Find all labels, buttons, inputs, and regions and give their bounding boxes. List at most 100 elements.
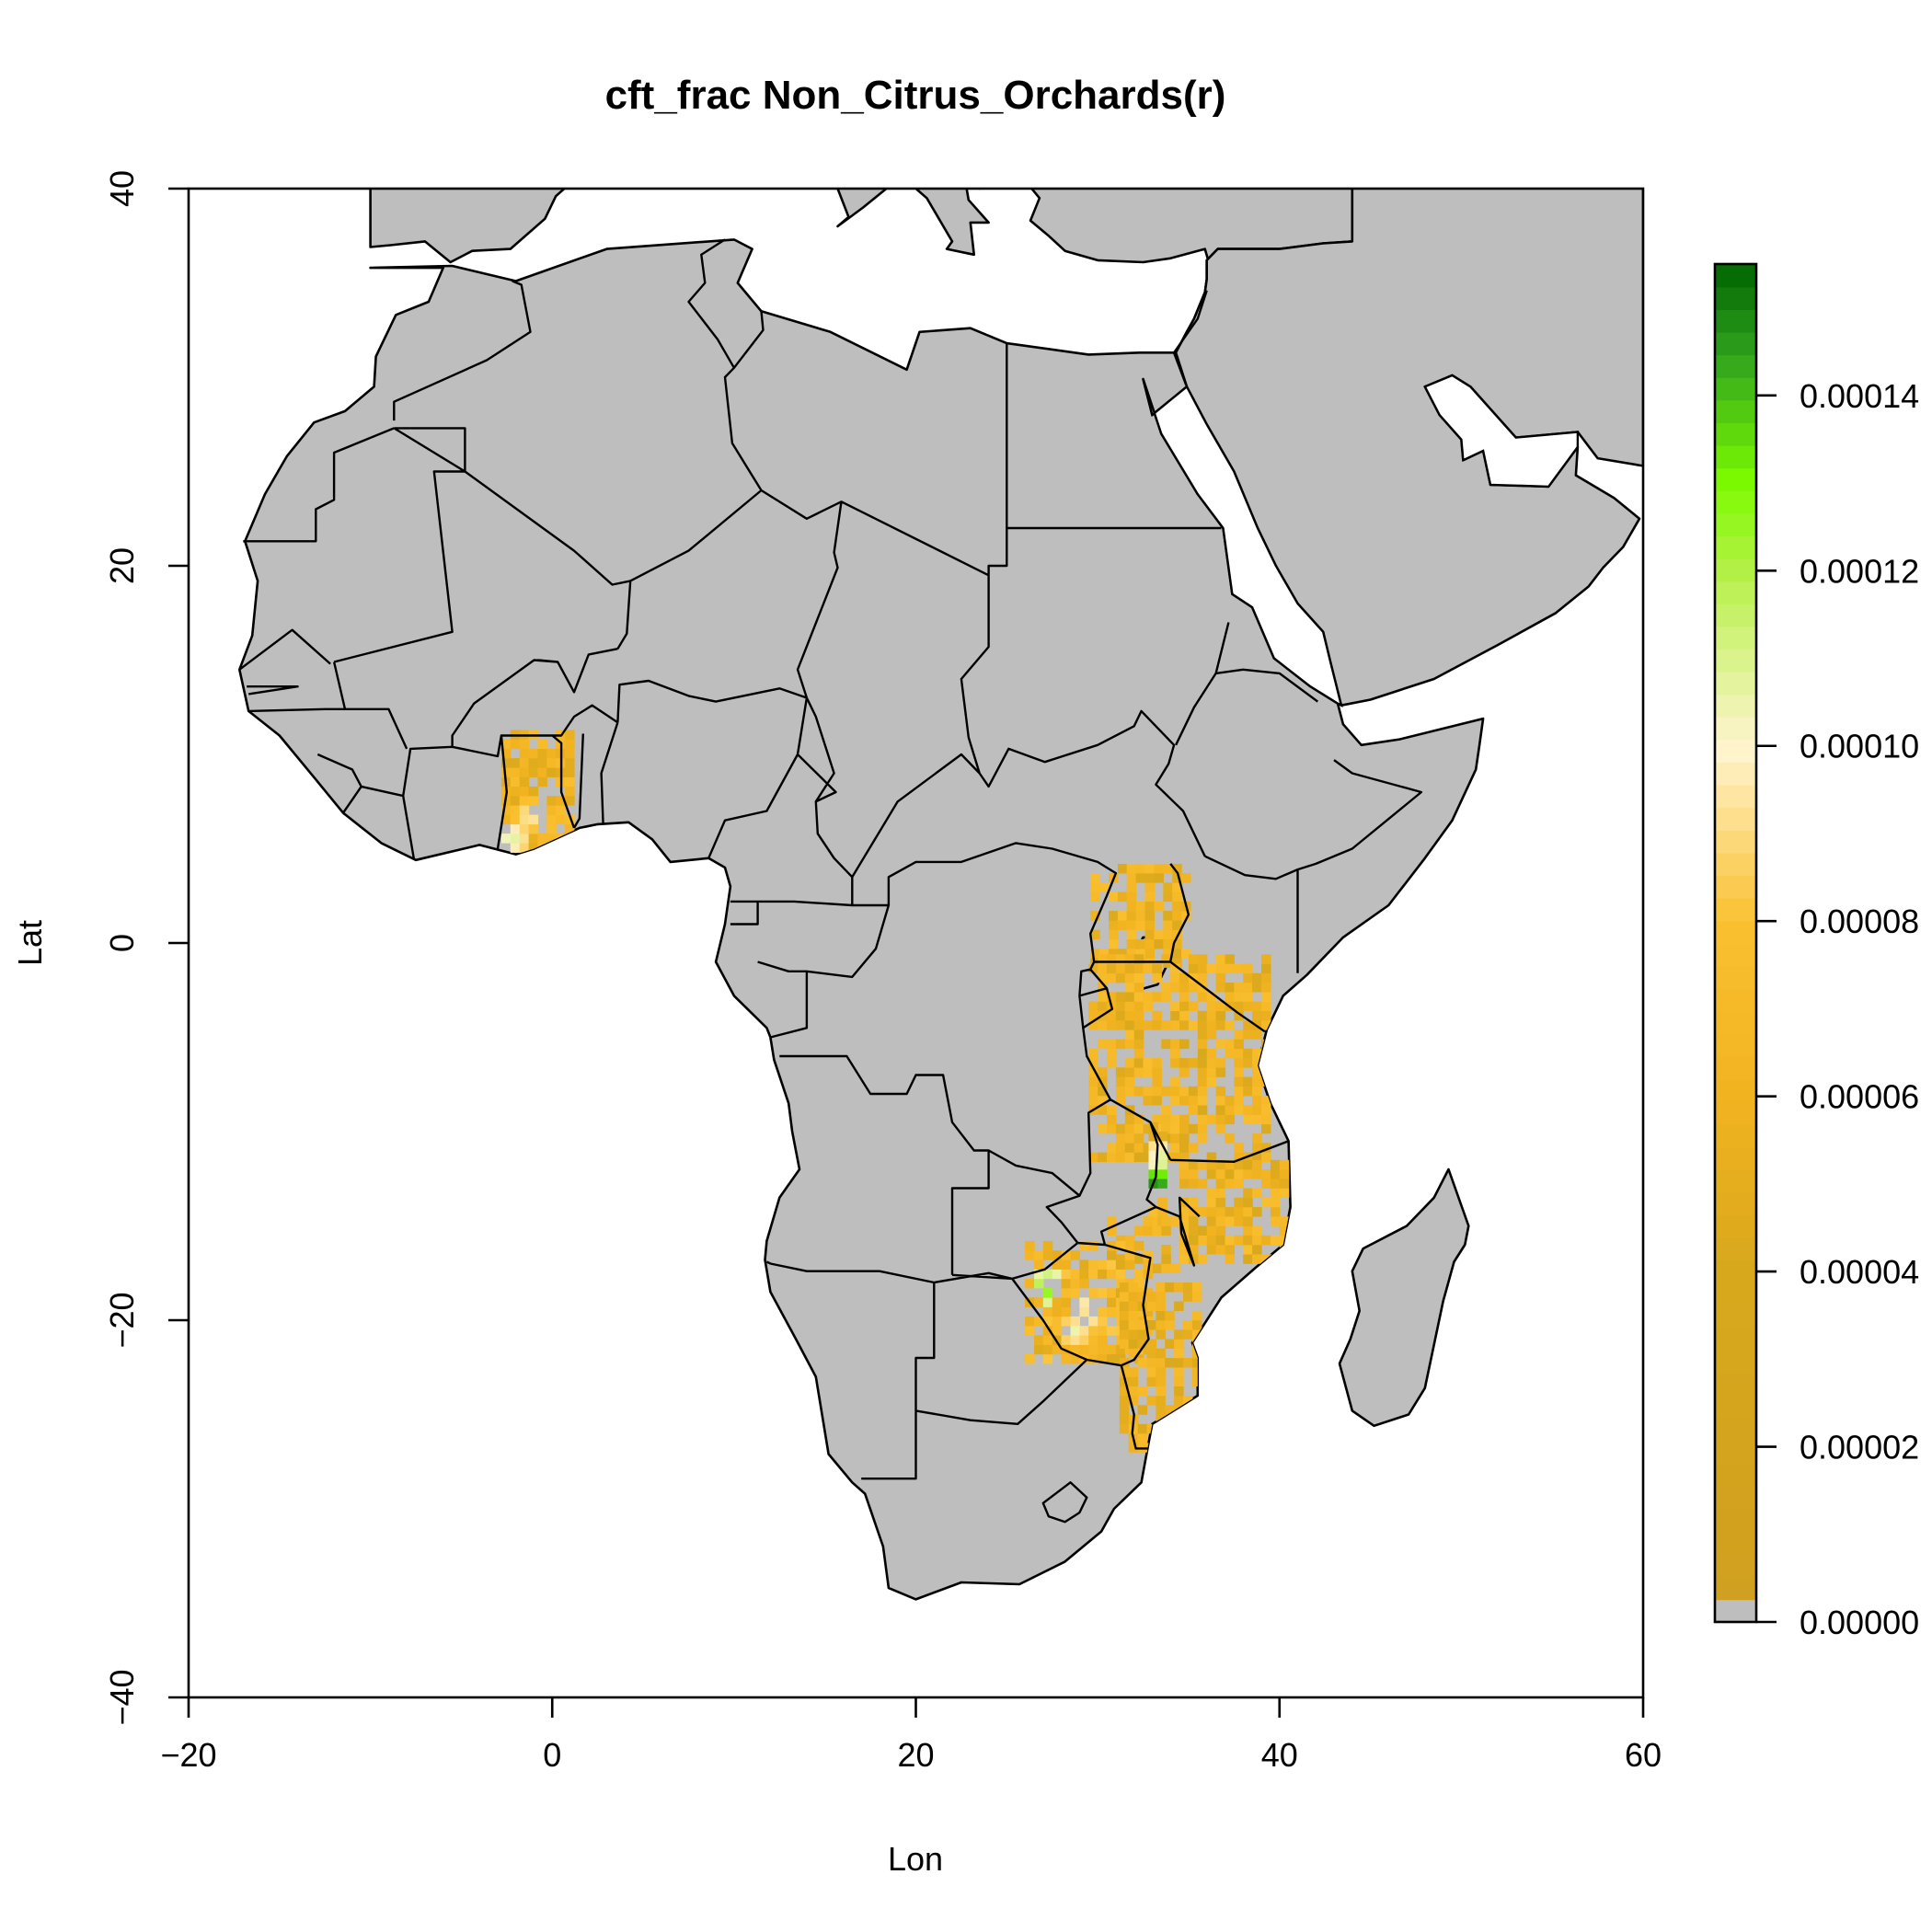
data-cell bbox=[1252, 1207, 1262, 1217]
data-cell bbox=[1234, 1067, 1244, 1077]
data-cell bbox=[1252, 972, 1262, 983]
data-cell bbox=[1188, 1143, 1199, 1153]
data-cell bbox=[1172, 949, 1182, 959]
data-cell bbox=[1098, 1020, 1108, 1030]
data-cell bbox=[1124, 1114, 1135, 1125]
data-cell bbox=[1115, 963, 1126, 974]
data-cell bbox=[1107, 1058, 1117, 1068]
data-cell bbox=[1161, 1254, 1171, 1264]
data-cell bbox=[1243, 1169, 1253, 1179]
data-cell bbox=[1170, 963, 1180, 974]
data-cell bbox=[1243, 963, 1253, 974]
data-cell bbox=[1088, 1316, 1098, 1327]
data-cell bbox=[1191, 1292, 1202, 1302]
data-cell bbox=[1179, 972, 1190, 983]
data-cell bbox=[1088, 1152, 1098, 1163]
data-cell bbox=[1146, 1376, 1156, 1386]
data-cell bbox=[1042, 1240, 1053, 1251]
data-cell bbox=[1052, 1250, 1063, 1260]
data-cell bbox=[1088, 1076, 1098, 1087]
colorbar-tick-label: 0.00010 bbox=[1800, 728, 1919, 765]
data-cell bbox=[1270, 1188, 1281, 1198]
data-cell bbox=[1215, 1159, 1226, 1170]
data-cell bbox=[1261, 1001, 1271, 1011]
data-cell bbox=[1070, 1335, 1080, 1345]
data-cell bbox=[1128, 1301, 1139, 1311]
data-cell bbox=[1133, 1344, 1144, 1355]
data-cell bbox=[1170, 1048, 1180, 1059]
data-cell bbox=[1119, 1405, 1130, 1415]
data-cell bbox=[1098, 1123, 1108, 1134]
data-cell bbox=[1206, 1169, 1217, 1179]
data-cell bbox=[1163, 949, 1173, 959]
data-cell bbox=[1234, 1086, 1244, 1097]
data-cell bbox=[1179, 1067, 1190, 1077]
colorbar-segment bbox=[1715, 852, 1756, 876]
data-cell bbox=[1133, 1278, 1144, 1289]
data-cell bbox=[1157, 1207, 1167, 1217]
data-cell bbox=[1146, 1320, 1156, 1330]
data-cell bbox=[1215, 1010, 1226, 1021]
data-cell bbox=[1079, 1297, 1089, 1307]
data-cell bbox=[1124, 1245, 1135, 1255]
data-cell bbox=[1088, 1240, 1098, 1251]
data-cell bbox=[510, 843, 521, 853]
data-cell bbox=[1179, 1010, 1190, 1021]
data-cell bbox=[1135, 938, 1146, 949]
data-cell bbox=[1124, 972, 1135, 983]
data-cell bbox=[1124, 1086, 1135, 1097]
colorbar-tick-label: 0.00004 bbox=[1800, 1253, 1919, 1291]
data-cell bbox=[1152, 1067, 1162, 1077]
data-cell bbox=[565, 823, 575, 834]
data-cell bbox=[1124, 1133, 1135, 1144]
colorbar-segment bbox=[1715, 1486, 1756, 1510]
colorbar-segment bbox=[1715, 354, 1756, 378]
data-cell bbox=[1115, 1067, 1126, 1077]
data-cell bbox=[1133, 1123, 1144, 1134]
data-cell bbox=[1144, 863, 1155, 874]
data-cell bbox=[1107, 1216, 1117, 1226]
data-cell bbox=[1156, 1367, 1166, 1377]
data-cell bbox=[1133, 1010, 1144, 1021]
data-cell bbox=[1152, 992, 1162, 1002]
data-cell bbox=[1206, 1216, 1217, 1226]
data-cell bbox=[1261, 954, 1271, 964]
data-cell bbox=[1163, 863, 1173, 874]
colorbar-segment bbox=[1715, 875, 1756, 899]
data-cell bbox=[528, 834, 539, 844]
data-cell bbox=[1279, 1179, 1290, 1189]
data-cell bbox=[1061, 1259, 1072, 1270]
data-cell bbox=[1152, 1096, 1162, 1106]
data-cell bbox=[1161, 1039, 1171, 1050]
data-cell bbox=[1270, 1179, 1281, 1189]
data-cell bbox=[1143, 1143, 1153, 1153]
data-cell bbox=[1144, 949, 1155, 959]
data-cell bbox=[500, 767, 512, 777]
data-cell bbox=[1098, 1105, 1108, 1115]
data-cell bbox=[1197, 1086, 1208, 1097]
data-cell bbox=[1146, 1396, 1156, 1406]
data-cell bbox=[1042, 1306, 1053, 1317]
data-cell bbox=[1225, 1235, 1235, 1246]
data-cell bbox=[1234, 1096, 1244, 1106]
colorbar-segment bbox=[1715, 1418, 1756, 1442]
data-cell bbox=[1197, 992, 1208, 1002]
data-cell bbox=[1279, 1169, 1290, 1179]
colorbar-segment bbox=[1715, 1169, 1756, 1193]
data-cell bbox=[1234, 1216, 1244, 1226]
data-cell bbox=[1152, 963, 1162, 974]
colorbar-segment bbox=[1715, 444, 1756, 469]
data-cell bbox=[1119, 1376, 1130, 1386]
data-cell bbox=[1119, 1396, 1130, 1406]
data-cell bbox=[1261, 1123, 1271, 1134]
data-cell bbox=[1070, 1288, 1080, 1298]
data-cell bbox=[1052, 1259, 1063, 1270]
data-cell bbox=[1252, 1133, 1262, 1144]
data-cell bbox=[1170, 972, 1180, 983]
data-cell bbox=[1215, 1123, 1226, 1134]
data-cell bbox=[1148, 1159, 1158, 1170]
data-cell bbox=[1146, 1339, 1156, 1349]
data-cell bbox=[1170, 1086, 1180, 1097]
y-tick-label: 0 bbox=[103, 934, 141, 952]
